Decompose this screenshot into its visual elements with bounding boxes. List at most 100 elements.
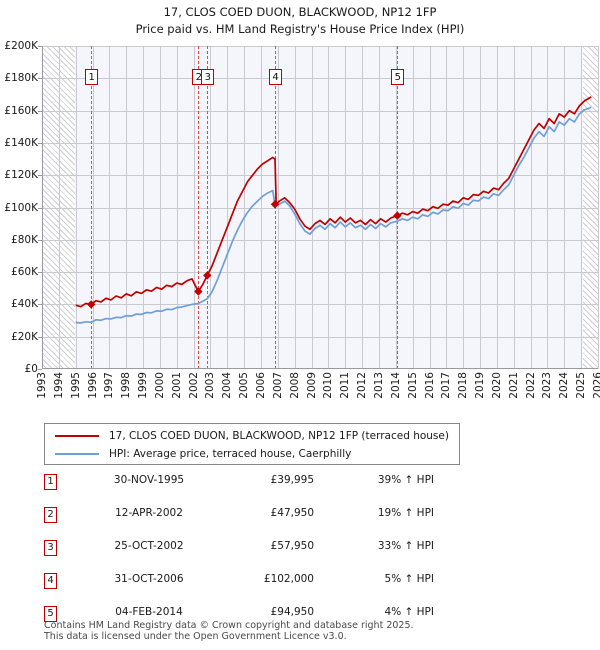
sale-point-marker[interactable] [203, 271, 212, 280]
sale-point-marker[interactable] [86, 300, 96, 309]
x-axis-tick-label: 1996 [86, 372, 99, 399]
gridline-vertical [143, 46, 145, 369]
y-axis-tick-label: £120K [4, 169, 38, 182]
sale-row-number: 2 [44, 507, 57, 523]
y-axis-tick-label: £140K [4, 136, 38, 149]
gridline-vertical [227, 46, 229, 369]
table-row[interactable]: 3 25-OCT-2002 £57,950 33% ↑ HPI [44, 538, 514, 571]
sale-row-number: 4 [44, 573, 57, 589]
gridline-vertical [513, 46, 515, 369]
y-axis: £0 £20K £40K £60K £80K £100K £120K £140K £160K £1… [0, 40, 40, 375]
y-axis-tick-label: £0 [24, 363, 38, 375]
sale-marker-label[interactable]: 4 [269, 69, 282, 85]
sale-row-price: £47,950 [270, 507, 314, 519]
gridline-horizontal [42, 110, 598, 112]
gridline-vertical [446, 46, 448, 369]
sale-row-price: £102,000 [263, 573, 314, 585]
sale-row-price: £94,950 [270, 606, 314, 618]
gridline-vertical [345, 46, 347, 369]
x-axis-tick-label: 2002 [187, 372, 200, 399]
x-axis-tick-label: 1993 [36, 372, 48, 399]
series-line [75, 106, 592, 324]
gridline-vertical [311, 46, 313, 369]
footer-line-1: Contains HM Land Registry data © Crown c… [44, 620, 414, 631]
gridline-horizontal [42, 78, 598, 80]
sale-event-line [207, 46, 209, 369]
x-axis-tick-label: 2012 [356, 372, 369, 399]
y-axis-tick [38, 110, 42, 112]
x-axis-tick-label: 2011 [339, 372, 352, 399]
x-axis-tick-label: 2026 [592, 372, 600, 399]
gridline-vertical [581, 46, 583, 369]
gridline-vertical [496, 46, 498, 369]
sale-marker-label[interactable]: 3 [201, 69, 215, 85]
x-axis-tick-label: 2010 [322, 372, 335, 399]
sale-point-marker[interactable] [194, 287, 203, 296]
x-axis-tick-label: 2000 [153, 372, 166, 399]
y-axis-tick-label: £180K [4, 72, 38, 85]
sale-row-hpi-delta: 19% ↑ HPI [377, 507, 434, 519]
series-lines [75, 96, 592, 324]
gridline-horizontal [42, 175, 598, 177]
x-axis-tick-label: 2025 [575, 372, 588, 399]
gridline-horizontal [42, 239, 598, 241]
y-axis-tick [38, 304, 42, 306]
page-title: 17, CLOS COED DUON, BLACKWOOD, NP12 1FP … [0, 4, 600, 38]
legend-swatch-hpi [55, 453, 99, 455]
x-axis-tick-label: 2024 [558, 372, 571, 399]
footer-line-2: This data is licensed under the Open Gov… [44, 631, 347, 642]
y-axis-tick-label: £100K [4, 201, 38, 214]
sale-event-line [91, 46, 93, 369]
x-axis-tick-label: 1997 [103, 372, 116, 399]
sale-row-hpi-delta: 33% ↑ HPI [377, 540, 434, 552]
y-axis-tick [38, 369, 42, 370]
x-axis-tick-label: 2015 [406, 372, 419, 399]
y-axis-tick-label: £40K [11, 298, 38, 311]
sale-row-number: 3 [44, 540, 57, 556]
gridline-horizontal [42, 272, 598, 274]
gridline-vertical [277, 46, 279, 369]
x-axis-tick-label: 2021 [507, 372, 520, 399]
x-axis-tick-label: 1995 [69, 372, 82, 399]
chart-legend: 17, CLOS COED DUON, BLACKWOOD, NP12 1FP … [44, 423, 460, 465]
x-axis-tick-label: 2017 [440, 372, 453, 399]
gridline-vertical [547, 46, 549, 369]
sale-row-number: 5 [44, 606, 57, 622]
y-axis-tick-label: £160K [4, 104, 38, 117]
gridline-vertical [176, 46, 178, 369]
gridline-vertical [598, 46, 599, 369]
gridline-vertical [328, 46, 330, 369]
plot-axis-border [42, 46, 598, 369]
gridline-vertical [58, 46, 60, 369]
table-row[interactable]: 1 30-NOV-1995 £39,995 39% ↑ HPI [44, 472, 514, 505]
sale-row-price: £39,995 [270, 474, 314, 486]
y-axis-tick-label: £80K [11, 233, 38, 246]
gridline-vertical [75, 46, 77, 369]
sale-point-marker[interactable] [393, 211, 402, 220]
sale-row-date: 12-APR-2002 [115, 507, 183, 519]
gridline-vertical [109, 46, 111, 369]
x-axis-tick-label: 2022 [524, 372, 537, 399]
gridline-vertical [564, 46, 566, 369]
y-axis-tick [38, 272, 42, 274]
legend-item-hpi: HPI: Average price, terraced house, Caer… [45, 445, 459, 463]
x-axis-tick-label: 2003 [204, 372, 217, 399]
legend-label-property: 17, CLOS COED DUON, BLACKWOOD, NP12 1FP … [109, 430, 449, 442]
x-axis-tick-label: 1999 [137, 372, 150, 399]
gridline-horizontal [42, 142, 598, 144]
sale-marker-label[interactable]: 5 [391, 69, 405, 85]
y-axis-tick-label: £20K [11, 330, 38, 343]
gridline-vertical [463, 46, 465, 369]
table-row[interactable]: 2 12-APR-2002 £47,950 19% ↑ HPI [44, 505, 514, 538]
sales-history-table: 1 30-NOV-1995 £39,995 39% ↑ HPI 2 12-APR-2002… [44, 472, 514, 637]
sale-marker-label[interactable]: 1 [85, 69, 99, 85]
sale-row-date: 04-FEB-2014 [115, 606, 183, 618]
x-axis: 1993 1994 1995 1996 1997 1998 1999 2000 2001 2002… [36, 372, 600, 412]
table-row[interactable]: 5 04-FEB-2014 £94,950 4% ↑ HPI [44, 604, 514, 637]
x-axis-tick-label: 2001 [170, 372, 183, 399]
sale-point-marker[interactable] [270, 200, 280, 209]
table-row[interactable]: 4 31-OCT-2006 £102,000 5% ↑ HPI [44, 571, 514, 604]
gridline-vertical [159, 46, 161, 369]
y-axis-tick [38, 336, 42, 338]
